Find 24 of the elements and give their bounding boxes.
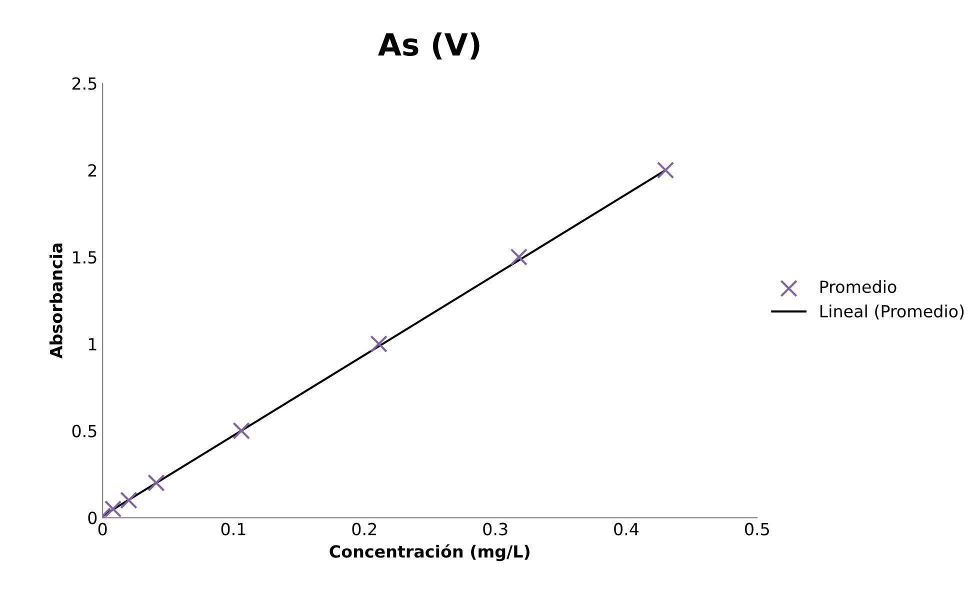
x-tick-label: 0.2 xyxy=(352,522,376,536)
y-axis-title: Absorbancia xyxy=(50,244,62,359)
y-tick-label: 0.5 xyxy=(72,424,96,438)
y-tick-label: 0 xyxy=(88,512,97,524)
legend-label: Promedio xyxy=(820,280,896,294)
x-tick-label: 0.3 xyxy=(483,522,508,536)
y-tick-label: 1.5 xyxy=(73,251,96,264)
y-tick-label: 2 xyxy=(88,164,96,176)
x-tick-label: 0.1 xyxy=(221,522,246,536)
point xyxy=(104,500,122,518)
point xyxy=(232,422,250,440)
x-tick-label: 0 xyxy=(98,522,107,536)
chart-title: As (V) xyxy=(378,32,480,60)
point xyxy=(656,162,674,179)
legend-label: Lineal (Promedio) xyxy=(820,304,964,320)
y-tick-label: 2.5 xyxy=(72,77,96,90)
point xyxy=(370,335,388,353)
x-axis-title: Concentración (mg/L) xyxy=(330,544,530,562)
x-tick-label: 0.4 xyxy=(614,522,639,536)
point xyxy=(510,248,528,266)
point xyxy=(120,492,138,509)
x-tick-label: 0.5 xyxy=(745,522,769,536)
y-tick-label: 1 xyxy=(88,338,96,350)
point xyxy=(148,474,165,492)
